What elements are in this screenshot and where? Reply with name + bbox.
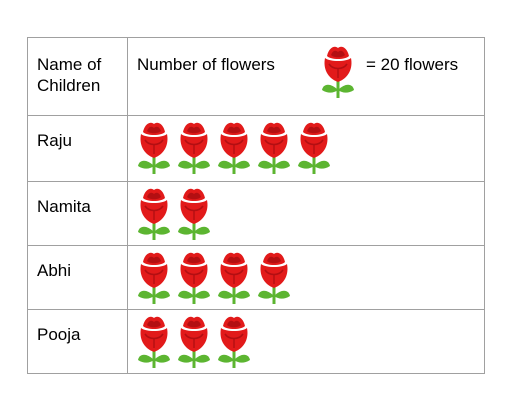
row-namita: Namita xyxy=(27,181,485,246)
header-row: Name of Children Number of flowers = 20 … xyxy=(27,37,485,116)
header-flowers-label: Number of flowers xyxy=(137,55,275,74)
flower-icons xyxy=(128,246,484,309)
header-name-line2: Children xyxy=(37,76,101,95)
rose-icon xyxy=(178,252,210,304)
rose-icon xyxy=(218,122,250,174)
rose-icon xyxy=(178,188,210,240)
rose-icon xyxy=(138,316,170,368)
rose-icon xyxy=(138,252,170,304)
header-name-line1: Name of xyxy=(37,55,102,74)
rose-icon xyxy=(138,188,170,240)
header-name-cell: Name of Children xyxy=(27,37,128,116)
rose-icon xyxy=(178,122,210,174)
child-name: Pooja xyxy=(37,325,81,344)
rose-icon xyxy=(218,316,250,368)
pictograph-table: Name of Children Number of flowers = 20 … xyxy=(27,37,485,374)
header-flowers-cell: Number of flowers = 20 flowers xyxy=(127,37,485,116)
child-name: Abhi xyxy=(37,261,72,280)
rose-icon xyxy=(258,122,290,174)
flower-icons xyxy=(128,310,484,373)
rose-icon xyxy=(178,316,210,368)
row-raju: Raju xyxy=(27,115,485,182)
flower-icons xyxy=(128,116,484,181)
key-rose-icon xyxy=(322,46,354,98)
rose-icon xyxy=(218,252,250,304)
child-name: Namita xyxy=(37,197,91,216)
flower-icons xyxy=(128,182,484,245)
key-label: = 20 flowers xyxy=(366,55,459,74)
row-pooja: Pooja xyxy=(27,309,485,374)
row-abhi: Abhi xyxy=(27,245,485,310)
header-name-label: Name of Children xyxy=(28,38,127,96)
child-name: Raju xyxy=(37,131,72,150)
rose-icon xyxy=(298,122,330,174)
rose-icon xyxy=(258,252,290,304)
rose-icon xyxy=(138,122,170,174)
